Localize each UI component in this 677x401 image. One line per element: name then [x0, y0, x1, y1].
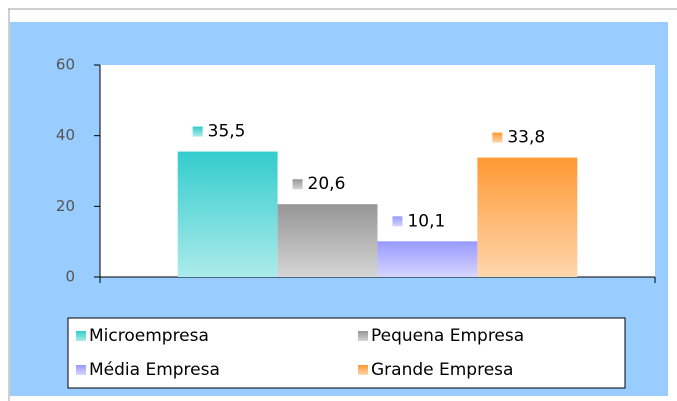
data-label: 35,5	[208, 122, 246, 142]
bar	[377, 241, 478, 277]
legend-label: Média Empresa	[89, 360, 220, 380]
data-label: 20,6	[308, 174, 346, 194]
legend-key	[76, 331, 86, 341]
legend-key	[358, 331, 368, 341]
data-label-key	[492, 132, 503, 143]
legend-label: Microempresa	[89, 326, 209, 346]
legend-key	[76, 365, 86, 375]
data-label-key	[392, 216, 403, 227]
legend-label: Grande Empresa	[371, 360, 513, 380]
data-label-key	[192, 126, 203, 137]
y-tick-label: 60	[56, 56, 75, 74]
data-label: 10,1	[407, 211, 445, 231]
y-tick-label: 20	[56, 197, 75, 215]
bar	[477, 157, 578, 277]
bar	[277, 204, 378, 277]
legend-key	[358, 365, 368, 375]
data-label-key	[292, 179, 303, 190]
data-label: 33,8	[507, 128, 545, 148]
legend-label: Pequena Empresa	[371, 326, 524, 346]
y-tick-label: 0	[65, 268, 75, 286]
bar	[177, 151, 278, 277]
y-tick-label: 40	[56, 126, 75, 144]
legend-box	[67, 317, 626, 389]
